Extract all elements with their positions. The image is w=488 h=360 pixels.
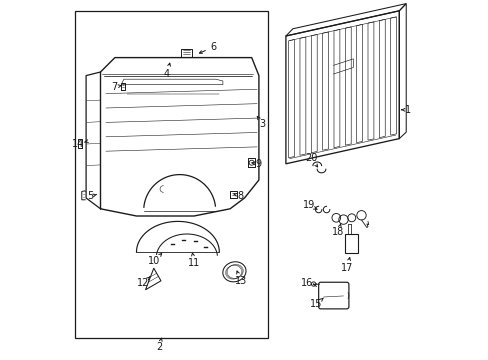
Text: 7: 7 [111, 82, 117, 92]
Text: 13: 13 [234, 276, 246, 286]
Text: 12: 12 [137, 278, 149, 288]
Text: 6: 6 [210, 42, 217, 52]
Bar [344, 234, 358, 253]
Text: 18: 18 [331, 227, 344, 237]
Text: 3: 3 [259, 119, 265, 129]
Text: 11: 11 [187, 258, 200, 268]
Text: 10: 10 [148, 256, 160, 266]
Text: 2: 2 [156, 342, 162, 352]
Text: 5: 5 [87, 191, 93, 201]
Text: 9: 9 [255, 159, 262, 169]
Text: 16: 16 [300, 278, 312, 288]
Circle shape [312, 283, 314, 285]
Text: 8: 8 [237, 191, 244, 201]
Bar [75, 11, 267, 338]
Text: 19: 19 [302, 200, 314, 210]
Text: 15: 15 [310, 299, 322, 309]
Text: 1: 1 [405, 105, 410, 115]
Text: 4: 4 [163, 69, 170, 79]
Text: 17: 17 [340, 263, 352, 273]
Text: 14: 14 [72, 139, 84, 149]
Text: 20: 20 [305, 153, 317, 163]
